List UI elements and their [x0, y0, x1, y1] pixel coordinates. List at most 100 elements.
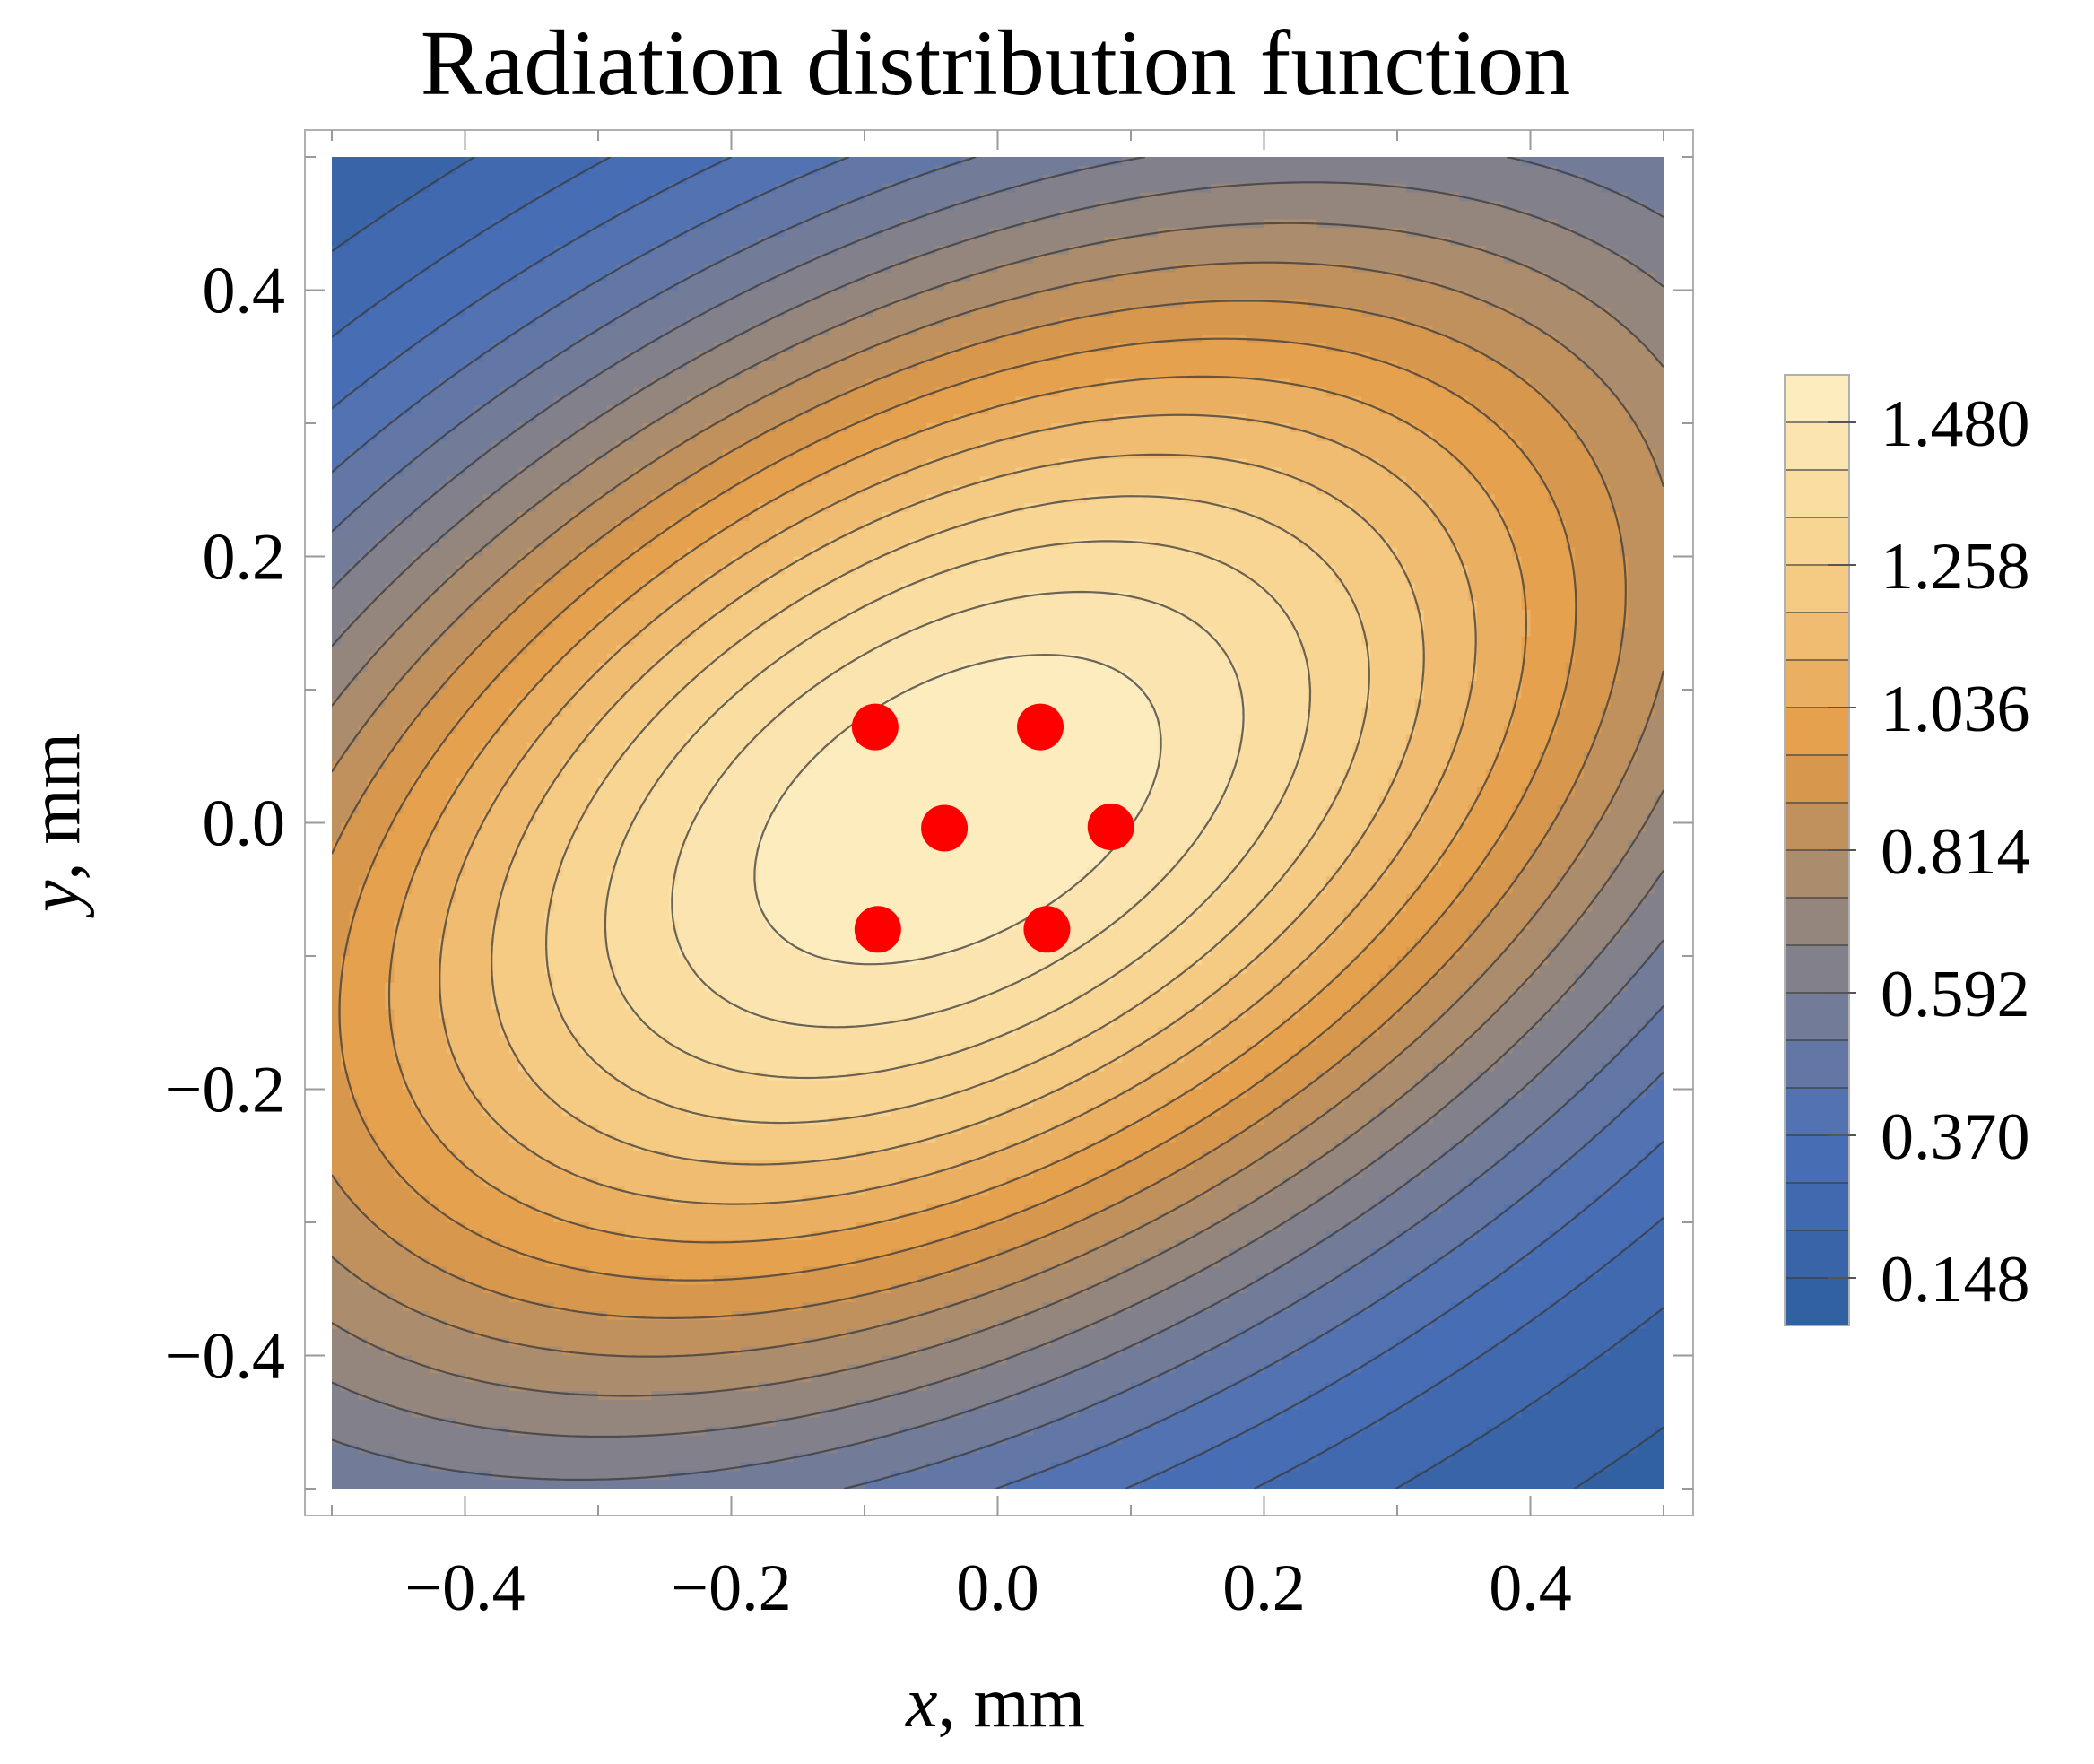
contour-cell	[385, 1063, 395, 1073]
contour-cell	[350, 459, 360, 468]
contour-cell	[385, 1284, 395, 1294]
contour-cell	[368, 1169, 378, 1179]
contour-cell	[350, 646, 360, 656]
contour-cell	[350, 1063, 360, 1073]
contour-cell	[368, 1107, 378, 1117]
contour-cell	[412, 1453, 421, 1463]
contour-cell	[368, 335, 378, 344]
contour-cell	[394, 450, 404, 460]
contour-cell	[412, 1009, 421, 1019]
contour-cell	[403, 1143, 413, 1152]
contour-cell	[403, 929, 413, 939]
contour-cell	[359, 291, 369, 300]
contour-cell	[412, 494, 421, 504]
contour-cell	[385, 1054, 395, 1064]
contour-cell	[341, 1418, 351, 1428]
contour-cell	[377, 335, 387, 344]
contour-cell	[421, 202, 430, 212]
contour-cell	[368, 1186, 378, 1196]
contour-cell	[421, 637, 430, 647]
contour-cell	[368, 228, 378, 238]
contour-cell	[385, 894, 395, 904]
contour-cell	[385, 1107, 395, 1117]
contour-cell	[359, 1222, 369, 1232]
contour-cell	[385, 1427, 395, 1437]
contour-cell	[350, 1186, 360, 1196]
contour-cell	[377, 672, 387, 682]
contour-cell	[368, 255, 378, 265]
contour-cell	[377, 778, 387, 788]
contour-cell	[332, 1098, 342, 1108]
contour-cell	[341, 1480, 351, 1490]
contour-cell	[341, 805, 351, 815]
contour-cell	[403, 583, 413, 593]
contour-cell	[412, 1213, 421, 1223]
contour-cell	[385, 1275, 395, 1285]
contour-cell	[341, 1213, 351, 1223]
contour-cell	[412, 983, 421, 993]
contour-cell	[368, 628, 378, 638]
contour-cell	[359, 1231, 369, 1241]
contour-cell	[341, 539, 351, 549]
contour-cell	[385, 219, 395, 229]
contour-cell	[377, 654, 387, 664]
contour-cell	[412, 1231, 421, 1241]
contour-cell	[341, 840, 351, 850]
contour-cell	[394, 1471, 404, 1481]
contour-cell	[377, 441, 387, 451]
contour-cell	[394, 530, 404, 540]
contour-cell	[403, 423, 413, 433]
contour-cell	[332, 1418, 342, 1428]
contour-cell	[377, 1090, 387, 1099]
contour-cell	[412, 743, 421, 752]
contour-cell	[403, 637, 413, 647]
contour-cell	[332, 441, 342, 451]
contour-cell	[377, 157, 387, 167]
contour-cell	[341, 219, 351, 229]
contour-cell	[350, 202, 360, 212]
contour-cell	[394, 370, 404, 380]
contour-cell	[350, 1151, 360, 1161]
contour-cell	[341, 672, 351, 682]
contour-cell	[385, 699, 395, 708]
contour-cell	[368, 938, 378, 948]
contour-cell	[359, 646, 369, 656]
contour-cell	[350, 1018, 360, 1028]
contour-cell	[359, 273, 369, 282]
contour-cell	[403, 264, 413, 274]
contour-cell	[350, 965, 360, 975]
contour-cell	[385, 1213, 395, 1223]
contour-cell	[359, 485, 369, 495]
contour-cell	[394, 175, 404, 185]
contour-cell	[341, 1311, 351, 1321]
contour-cell	[421, 228, 430, 238]
contour-cell	[385, 920, 395, 930]
contour-cell	[359, 1311, 369, 1321]
contour-cell	[394, 983, 404, 993]
contour-cell	[350, 1293, 360, 1303]
contour-cell	[394, 432, 404, 442]
contour-cell	[332, 219, 342, 229]
contour-cell	[341, 876, 351, 886]
contour-cell	[385, 326, 395, 335]
contour-cell	[350, 370, 360, 380]
contour-cell	[421, 992, 430, 1002]
contour-cell	[394, 291, 404, 300]
contour-cell	[332, 476, 342, 486]
contour-cell	[394, 1107, 404, 1117]
contour-cell	[394, 1151, 404, 1161]
contour-cell	[394, 592, 404, 602]
contour-cell	[350, 717, 360, 726]
chart-title: Radiation distribution function	[421, 12, 1571, 115]
contour-cell	[403, 708, 413, 717]
contour-cell	[341, 1427, 351, 1437]
contour-cell	[341, 184, 351, 194]
contour-cell	[350, 699, 360, 708]
contour-cell	[332, 282, 342, 291]
contour-cell	[359, 805, 369, 815]
contour-cell	[332, 787, 342, 797]
contour-cell	[368, 291, 378, 300]
contour-cell	[359, 1471, 369, 1481]
contour-cell	[359, 1462, 369, 1472]
contour-cell	[394, 1445, 404, 1455]
